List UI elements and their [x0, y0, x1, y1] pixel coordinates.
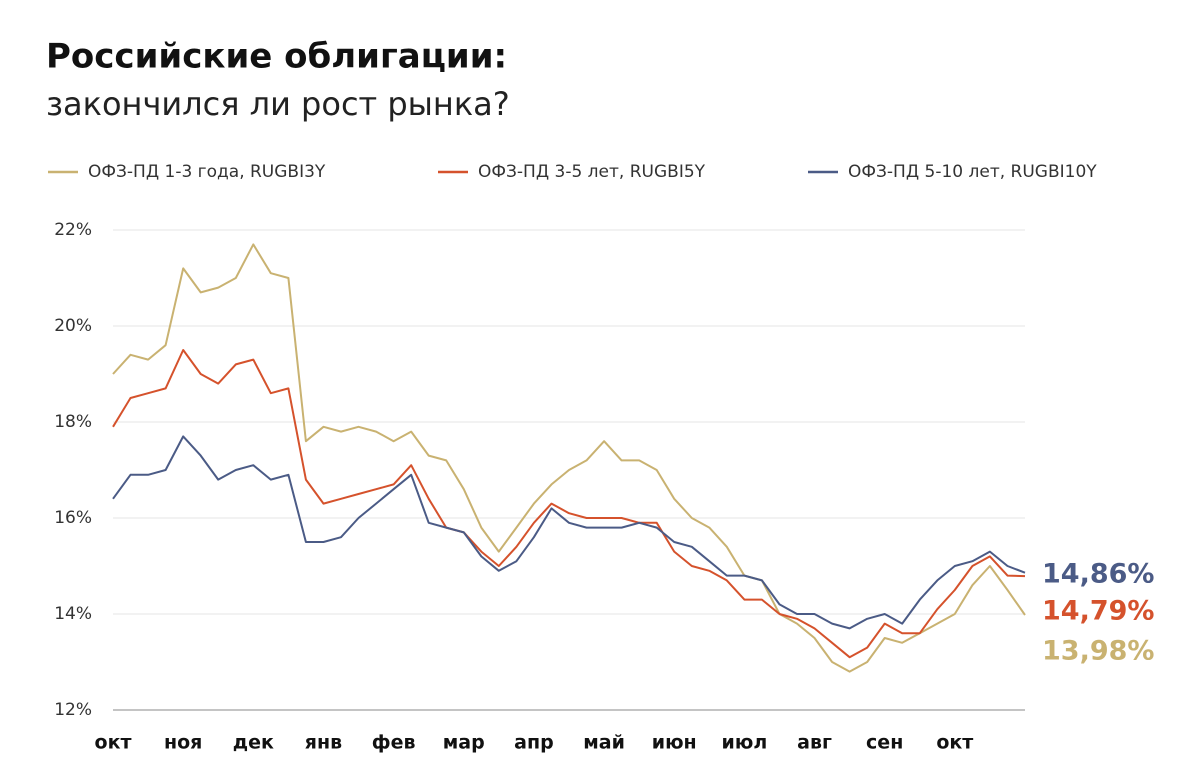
series-line [112, 349, 1026, 659]
x-tick-label: окт [936, 732, 973, 754]
x-tick-label: апр [514, 732, 554, 754]
x-tick-label: июл [722, 732, 768, 754]
x-tick-label: фев [372, 732, 416, 754]
series-line [112, 435, 1026, 630]
x-tick-label: май [583, 732, 625, 754]
x-tick-label: янв [305, 732, 342, 754]
end-label: 13,98% [1042, 636, 1154, 667]
y-tick-label: 18% [54, 412, 92, 432]
legend-label: ОФЗ-ПД 5-10 лет, RUGBI10Y [848, 162, 1097, 182]
x-tick-label: июн [652, 732, 697, 754]
legend-label: ОФЗ-ПД 1-3 года, RUGBI3Y [88, 162, 326, 182]
end-label: 14,79% [1042, 596, 1154, 627]
end-label: 14,86% [1042, 559, 1154, 590]
series-line [112, 243, 1026, 673]
chart-title: Российские облигации: [46, 37, 507, 77]
y-tick-label: 16% [54, 508, 92, 528]
x-tick-label: ноя [164, 732, 202, 754]
y-tick-label: 20% [54, 316, 92, 336]
x-tick-label: дек [233, 732, 274, 754]
x-tick-label: окт [95, 732, 132, 754]
x-tick-label: мар [443, 732, 485, 754]
y-tick-label: 22% [54, 220, 92, 240]
x-tick-label: авг [797, 732, 832, 754]
chart-subtitle: закончился ли рост рынка? [46, 85, 510, 123]
y-tick-label: 12% [54, 700, 92, 720]
legend-label: ОФЗ-ПД 3-5 лет, RUGBI5Y [478, 162, 706, 182]
y-tick-label: 14% [54, 604, 92, 624]
x-tick-label: сен [866, 732, 903, 754]
